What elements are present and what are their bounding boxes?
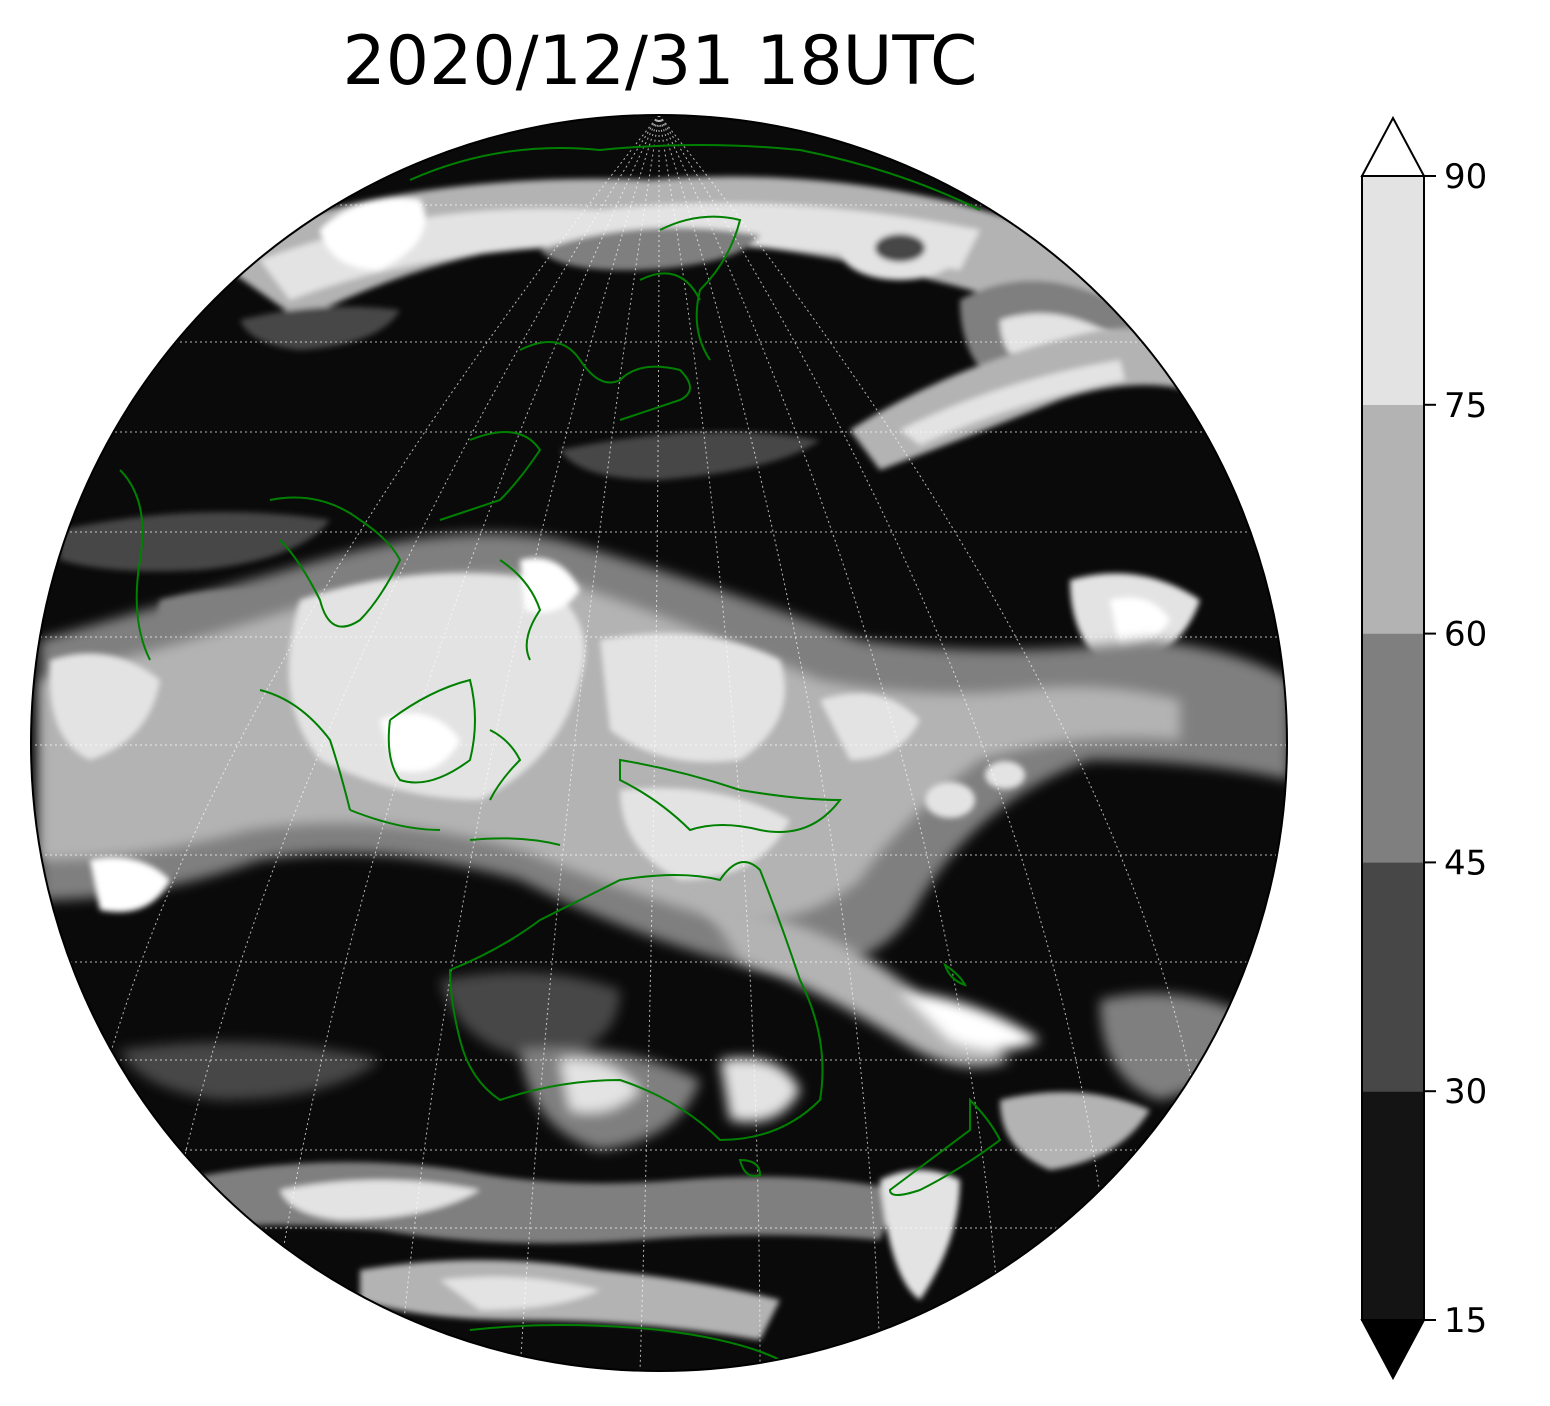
colorbar-bin-2: [1362, 633, 1424, 863]
cloud-field: [31, 115, 1287, 1371]
colorbar-bin-0: [1362, 1091, 1424, 1320]
colorbar-bin-4: [1362, 176, 1424, 405]
map-title: 2020/12/31 18UTC: [342, 22, 978, 101]
colorbar-tick-label: 45: [1444, 843, 1487, 883]
colorbar-bin-3: [1362, 404, 1424, 634]
colorbar-bin-1: [1362, 862, 1424, 1092]
colorbar-outline: [1361, 175, 1425, 1321]
colorbar-tick-label: 75: [1444, 386, 1487, 426]
colorbar-tick-label: 60: [1444, 615, 1487, 655]
colorbar-under-arrow: [1360, 1319, 1426, 1381]
colorbar-tick-label: 15: [1444, 1301, 1487, 1341]
colorbar-tick-label: 90: [1444, 157, 1487, 197]
coastlines: [119, 144, 1002, 1361]
globe-outline: [30, 114, 1288, 1372]
colorbar-tick-label: 30: [1444, 1072, 1487, 1112]
colorbar-over-arrow: [1360, 115, 1426, 177]
